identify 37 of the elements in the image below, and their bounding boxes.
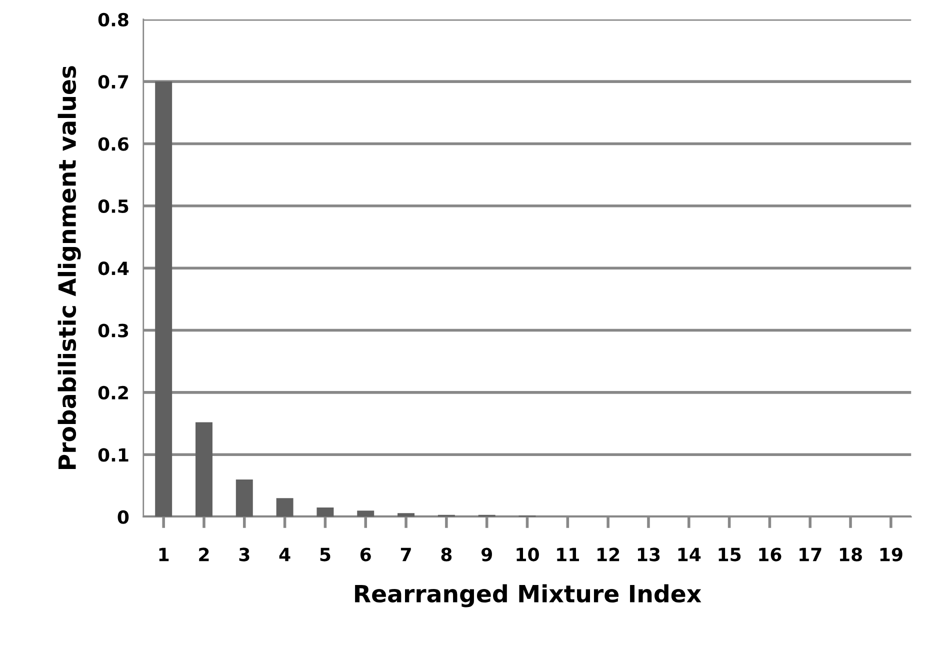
- x-tick-label: 3: [239, 548, 250, 562]
- y-tick-label: 0.7: [98, 75, 128, 89]
- x-tick-label: 15: [718, 548, 741, 562]
- x-tick-label: 8: [441, 548, 452, 562]
- x-tick-label: 17: [800, 548, 822, 562]
- x-tick-label: 16: [759, 548, 782, 562]
- y-tick-label: 0.4: [98, 262, 129, 276]
- x-tick-label: 1: [159, 548, 169, 562]
- x-tick-label: 6: [360, 548, 371, 562]
- bar: [357, 510, 374, 517]
- y-tick-label: 0.6: [98, 137, 129, 151]
- x-tick-label: 13: [638, 548, 660, 562]
- y-tick-label: 0.8: [98, 12, 128, 26]
- bar: [155, 82, 172, 517]
- bar: [196, 422, 212, 517]
- bar: [398, 513, 415, 517]
- x-tick-label: 19: [880, 548, 902, 562]
- x-tick-label: 10: [516, 548, 539, 562]
- bar: [316, 507, 334, 517]
- x-tick-label: 12: [598, 548, 620, 562]
- y-tick-label: 0.5: [98, 199, 128, 214]
- x-axis-title: Rearranged Mixture Index: [355, 584, 702, 608]
- bar: [276, 498, 294, 517]
- y-tick-label: 0: [118, 510, 129, 524]
- x-tick-label: 18: [840, 548, 862, 562]
- x-tick-label: 14: [678, 548, 701, 562]
- x-tick-label: 7: [400, 548, 411, 562]
- x-tick-label: 5: [320, 548, 330, 562]
- x-tick-label: 2: [199, 548, 209, 562]
- x-tick-label: 11: [557, 548, 579, 562]
- y-tick-label: 0.1: [98, 448, 128, 462]
- x-tick-label: 9: [481, 548, 492, 562]
- y-axis-title: Probabilistic Alignment values: [58, 66, 81, 470]
- y-tick-label: 0.3: [98, 324, 128, 338]
- y-tick-label: 0.2: [98, 386, 128, 400]
- bar: [236, 479, 253, 517]
- x-tick-label: 4: [279, 548, 290, 562]
